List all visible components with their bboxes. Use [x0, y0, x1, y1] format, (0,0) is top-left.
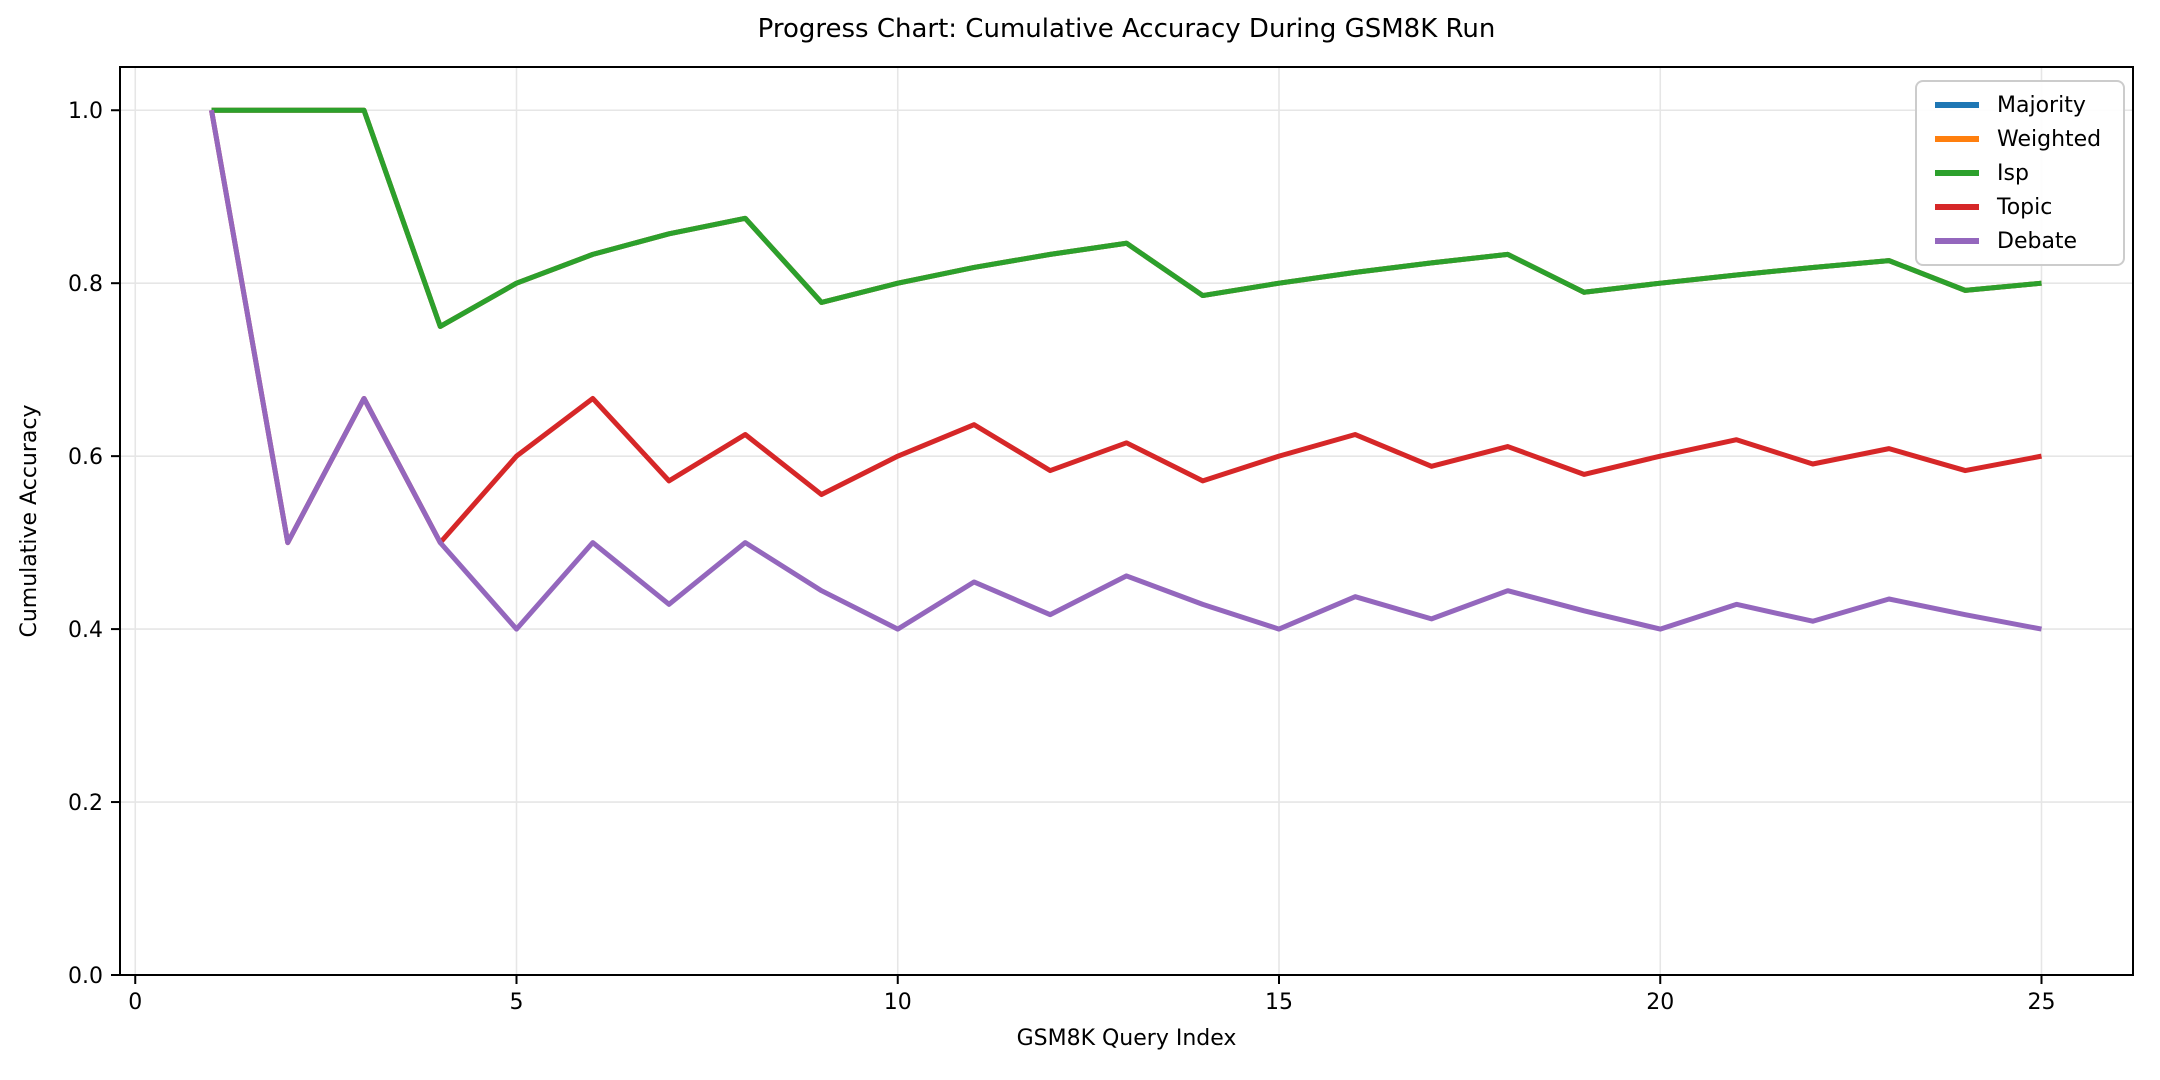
- chart-title: Progress Chart: Cumulative Accuracy Duri…: [757, 14, 1496, 44]
- legend-line-isp: [1935, 170, 1979, 176]
- y-tick-label: 0.8: [68, 272, 103, 297]
- x-axis-label: GSM8K Query Index: [1016, 1026, 1237, 1051]
- legend-item-debate: Debate: [1917, 229, 2123, 254]
- legend-line-weighted: [1935, 136, 1979, 142]
- series-line-topic: [209, 109, 2042, 546]
- series-line-isp: [211, 107, 2042, 329]
- legend-label: Debate: [1997, 228, 2078, 254]
- y-tick-label: 0.0: [68, 964, 103, 989]
- x-tick-label: 15: [1265, 990, 1293, 1015]
- legend-item-topic: Topic: [1917, 195, 2123, 220]
- x-tick-label: 0: [128, 990, 142, 1015]
- series-line-debate: [209, 109, 2042, 632]
- legend-label: Majority: [1997, 92, 2086, 118]
- series-line-majority: [211, 107, 2042, 329]
- x-tick-label: 25: [2028, 990, 2056, 1015]
- legend-label: Weighted: [1997, 126, 2102, 152]
- x-tick-label: 10: [884, 990, 912, 1015]
- legend-line-majority: [1935, 102, 1979, 108]
- legend: Majority Weighted Isp Topic Debate: [1915, 80, 2125, 266]
- legend-label: Isp: [1997, 160, 2029, 186]
- y-tick-label: 0.2: [68, 791, 103, 816]
- legend-item-majority: Majority: [1917, 93, 2123, 118]
- legend-item-weighted: Weighted: [1917, 127, 2123, 152]
- legend-label: Topic: [1997, 194, 2053, 220]
- legend-line-topic: [1935, 204, 1979, 210]
- y-tick-label: 1.0: [68, 99, 103, 124]
- x-tick-label: 5: [510, 990, 524, 1015]
- y-tick-label: 0.6: [68, 445, 103, 470]
- axes-spines: [119, 66, 2134, 976]
- x-tick-label: 20: [1646, 990, 1674, 1015]
- series-line-weighted: [211, 107, 2042, 329]
- legend-line-debate: [1935, 238, 1979, 244]
- y-tick-label: 0.4: [68, 618, 103, 643]
- legend-item-isp: Isp: [1917, 161, 2123, 186]
